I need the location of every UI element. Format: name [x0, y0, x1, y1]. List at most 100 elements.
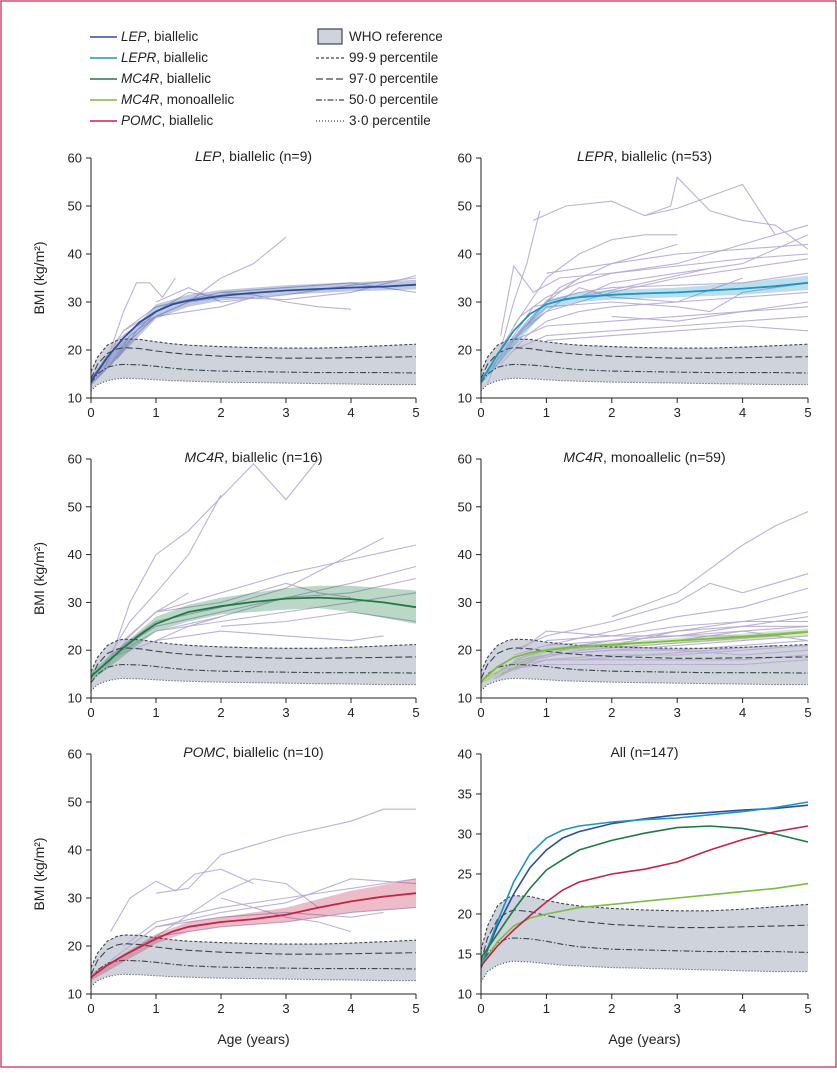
individual-line-6 — [493, 644, 809, 680]
x-tick-label: 4 — [347, 405, 354, 420]
x-tick-label: 3 — [674, 405, 681, 420]
y-tick-label: 40 — [458, 547, 472, 562]
individual-line-6 — [493, 224, 809, 360]
y-tick-label: 50 — [458, 199, 472, 214]
who-p50-line — [90, 663, 417, 684]
legend-entry-p3: 3·0 percentile — [349, 113, 431, 128]
x-tick-label: 3 — [282, 1001, 289, 1016]
x-tick-label: 0 — [477, 705, 484, 720]
who-p99-9-line — [90, 638, 417, 672]
who-band — [481, 895, 808, 982]
y-tick-label: 50 — [458, 499, 472, 514]
y-tick-label: 25 — [458, 867, 472, 882]
panel-title: LEPR, biallelic (n=53) — [577, 148, 712, 164]
individual-line-1 — [155, 808, 416, 894]
y-tick-label: 60 — [68, 747, 82, 762]
x-tick-label: 3 — [674, 1001, 681, 1016]
individual-line-8 — [155, 582, 352, 613]
x-tick-label: 0 — [87, 705, 94, 720]
individual-line-8 — [155, 907, 417, 937]
individual-line-10 — [220, 611, 417, 627]
who-p50-line — [480, 363, 809, 383]
y-axis-label: BMI (kg/m²) — [31, 542, 47, 615]
summary-line-pomc — [480, 825, 809, 967]
x-tick-label: 2 — [217, 1001, 224, 1016]
panel-2: 10 20 30 40 50 60 0 1 2 3 4 5 LEPR, biallelic (n=53) — [458, 148, 812, 420]
individual-line-3 — [546, 587, 809, 646]
y-tick-label: 40 — [458, 247, 472, 262]
individual-line-6 — [110, 911, 384, 961]
x-tick-label: 4 — [347, 1001, 354, 1016]
x-tick-label: 5 — [804, 405, 811, 420]
individual-line-11 — [513, 315, 809, 351]
individual-line-14 — [546, 644, 809, 656]
legend-entry-mc4r-monoallelic: MC4R, monoallelic — [121, 92, 235, 107]
y-tick-label: 30 — [458, 295, 472, 310]
x-tick-label: 4 — [739, 1001, 746, 1016]
mean-line — [480, 631, 809, 682]
mean-line — [90, 596, 417, 678]
individual-line-3 — [90, 296, 222, 384]
individual-line-4 — [123, 878, 319, 957]
x-tick-label: 4 — [739, 405, 746, 420]
x-tick-label: 3 — [282, 705, 289, 720]
individual-line-17 — [513, 277, 580, 341]
individual-line-4 — [123, 537, 384, 646]
x-axis-label: Age (years) — [608, 1031, 680, 1047]
y-tick-label: 20 — [458, 907, 472, 922]
y-tick-label: 10 — [68, 691, 82, 706]
panel-title-gene: MC4R — [563, 449, 603, 465]
y-tick-label: 10 — [68, 391, 82, 406]
mean-line — [480, 281, 809, 382]
individual-line-9 — [513, 640, 809, 666]
x-tick-label: 5 — [804, 1001, 811, 1016]
individual-line-15 — [519, 625, 808, 651]
who-p3-line — [480, 377, 808, 392]
legend-left: LEP, biallelic LEPR, biallelic MC4R, bia… — [90, 29, 235, 128]
individual-line-4 — [513, 234, 678, 327]
x-tick-label: 4 — [347, 705, 354, 720]
panel-title-rest: , biallelic (n=9) — [221, 148, 312, 164]
legend-entry-p99-9: 99·9 percentile — [349, 50, 438, 65]
legend-entry-who: WHO reference — [349, 29, 443, 44]
y-tick-label: 30 — [458, 827, 472, 842]
y-tick-label: 30 — [458, 595, 472, 610]
x-tick-label: 3 — [674, 705, 681, 720]
x-tick-label: 5 — [804, 705, 811, 720]
mean-line — [90, 283, 417, 382]
who-p99-9-line — [480, 638, 809, 672]
panel-title: All (n=147) — [610, 744, 678, 760]
y-tick-label: 50 — [68, 795, 82, 810]
panel-title-rest: , biallelic (n=53) — [614, 148, 712, 164]
panel-title-rest: , monoallelic (n=59) — [603, 449, 726, 465]
y-tick-label: 35 — [458, 787, 472, 802]
individual-line-11 — [546, 620, 808, 642]
individual-line-1 — [109, 277, 176, 351]
individual-line-8 — [500, 654, 809, 675]
who-p97-line — [90, 647, 417, 680]
who-p50-line — [480, 663, 809, 684]
panel-title-gene: LEP — [195, 148, 222, 164]
panel-5: 10 20 30 40 50 60 0 1 2 3 4 5 POMC, biallelic (n=10)… — [31, 744, 420, 1047]
legend-entry-pomc: POMC, biallelic — [121, 113, 214, 128]
panel-title-rest: , biallelic (n=10) — [225, 744, 323, 760]
mean-confidence-band — [91, 585, 416, 682]
x-tick-label: 3 — [282, 405, 289, 420]
individual-line-20 — [578, 234, 809, 298]
who-band — [91, 935, 416, 987]
individual-line-16 — [579, 644, 776, 661]
individual-line-18 — [611, 301, 809, 322]
individual-line-11 — [155, 630, 384, 642]
panel-6: 10 15 20 25 30 35 40 0 1 2 3 4 5 All (n=147) Age (year… — [458, 744, 812, 1047]
x-tick-label: 2 — [608, 405, 615, 420]
y-axis-label: BMI (kg/m²) — [31, 837, 47, 910]
x-tick-label: 0 — [477, 1001, 484, 1016]
y-tick-label: 50 — [68, 199, 82, 214]
x-tick-label: 1 — [152, 705, 159, 720]
y-tick-label: 30 — [68, 891, 82, 906]
y-tick-label: 40 — [458, 747, 472, 762]
x-tick-label: 1 — [543, 705, 550, 720]
legend-entry-p50: 50·0 percentile — [349, 92, 438, 107]
individual-line-14 — [506, 277, 743, 346]
